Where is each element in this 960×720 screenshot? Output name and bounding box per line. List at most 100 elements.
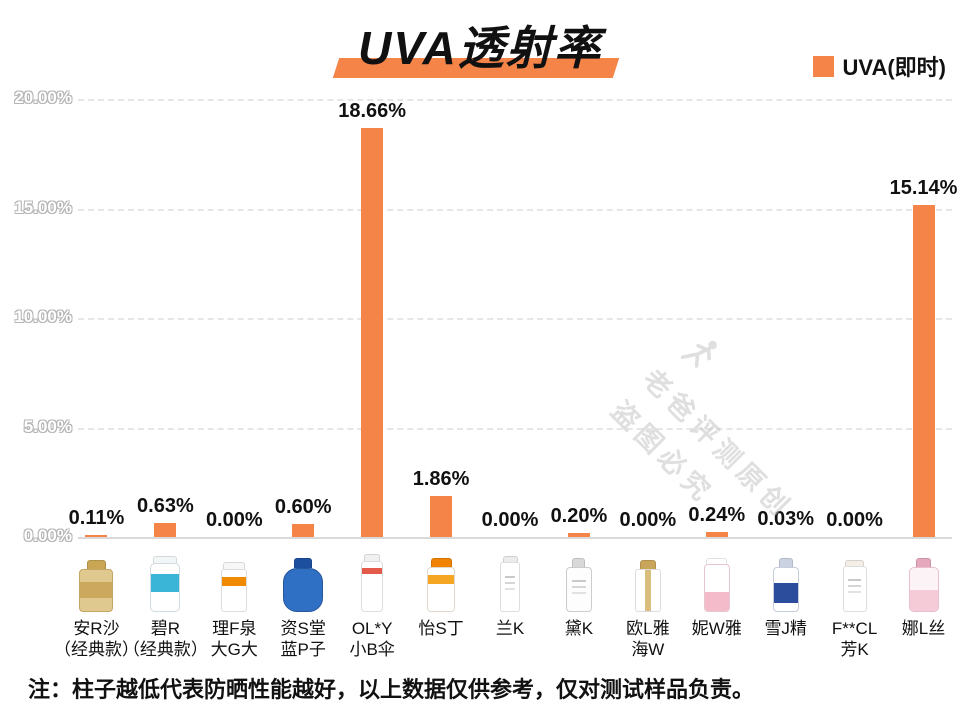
bar-value-label: 0.24% [688,503,746,526]
bottle-accent [909,589,938,611]
bottle-cap [153,556,178,563]
bar-value-label: 0.20% [550,504,608,527]
bar-value-label: 0.63% [137,495,194,518]
bottle-accent [428,574,455,584]
bar-7 [567,532,590,537]
product-image [565,558,592,612]
product-thumb [889,540,959,612]
bottle-cap [572,558,586,567]
bottle-cap [916,558,932,567]
bar-1 [154,523,177,537]
bar-12 [912,205,935,537]
bar-value-label: 0.00% [481,509,539,531]
bar-9 [705,531,728,537]
product-thumb [613,540,683,612]
category-label: 雪J精 [734,618,838,639]
category-label-line: OL*Y [351,619,393,638]
product-image [221,562,248,612]
bottle-cap [430,558,452,567]
bar-value-label: 18.66% [338,100,407,123]
bottle-accent [362,567,383,574]
bottle-cap [778,558,793,567]
product-image [703,558,730,612]
product-thumb [337,540,407,612]
bar-5 [430,496,453,537]
category-label-line: 蓝P子 [280,640,326,660]
bottle-body [427,567,456,612]
bottle-accent [644,570,651,611]
bar-value-label: 1.86% [412,468,470,491]
category-label: 娜L丝 [872,618,960,639]
bottle-body [634,569,661,612]
category-label-line: 安R沙 [73,619,120,638]
bar-value-label: 0.00% [619,509,677,531]
category-label-line: 碧R [150,619,181,638]
product-image [150,556,181,612]
product-image [634,560,661,612]
bottle-body [221,569,248,612]
product-image [283,558,324,612]
category-label: OL*Y 小B伞 [320,618,424,661]
bar-4 [361,128,384,537]
category-label-line: 雪J精 [764,619,807,638]
product-thumb [61,540,131,612]
bottle-body [500,562,520,612]
bar-0 [85,534,108,537]
category-label: 兰K [458,618,562,639]
bottle-body [361,561,384,612]
product-thumb [544,540,614,612]
category-label: 理F泉 大G大 [182,618,286,661]
gridline-0.00% [78,537,952,539]
bottle-body [565,567,592,612]
product-thumb [406,540,476,612]
bottle-cap [364,554,380,561]
category-label-line: 娜L丝 [901,619,946,638]
bar-value-label: 15.14% [889,177,958,200]
category-label-line: 怡S丁 [418,619,464,638]
bar-3 [292,523,315,537]
bottle-body [772,567,799,612]
category-label: 碧R （经典款） [113,618,217,661]
y-axis-tick: 0.00% [23,526,72,545]
plot-bars-layer: 0.11% 0.63% 0.00% 0.60% 18.66% 1.86% 0.00% 0.20… [0,99,960,537]
bottle-cap [706,558,728,564]
bottle-accent [80,582,113,599]
product-image [361,554,384,612]
legend-color-swatch [812,55,834,77]
product-image [908,558,939,612]
gridline-5.00% [78,427,952,430]
legend-label: UVA(即时) [842,55,946,80]
category-label-line: 资S堂 [280,619,326,638]
category-label-line: （经典款） [122,640,208,660]
bottle-accent [704,591,729,611]
category-label-line: （经典款） [53,640,139,660]
category-label-line: 妮W雅 [691,619,742,638]
category-label-line: 兰K [495,619,525,638]
bottle-label-lines [848,579,861,582]
product-image [79,560,114,612]
category-label: 妮W雅 [665,618,769,639]
bottle-body [79,569,114,612]
product-thumb [199,540,269,612]
gridline-15.00% [78,208,952,211]
y-axis-tick: 20.00% [14,88,72,107]
bottle-cap [294,558,313,568]
bottle-accent [151,574,180,593]
bottle-body [283,568,324,612]
bottle-label-lines [504,576,516,579]
category-label-line: 欧L雅 [626,619,670,638]
bottle-cap [502,556,518,562]
category-label-line: 大G大 [210,640,258,660]
product-thumb [820,540,890,612]
product-thumb [751,540,821,612]
bar-value-label: 0.00% [826,509,883,531]
bottle-label-lines [572,580,586,583]
category-label-line: F**CL [831,619,878,638]
category-label-line: 海W [631,640,665,660]
product-thumb [268,540,338,612]
y-axis-tick: 10.00% [14,307,72,326]
category-label: 欧L雅海W [596,618,700,661]
